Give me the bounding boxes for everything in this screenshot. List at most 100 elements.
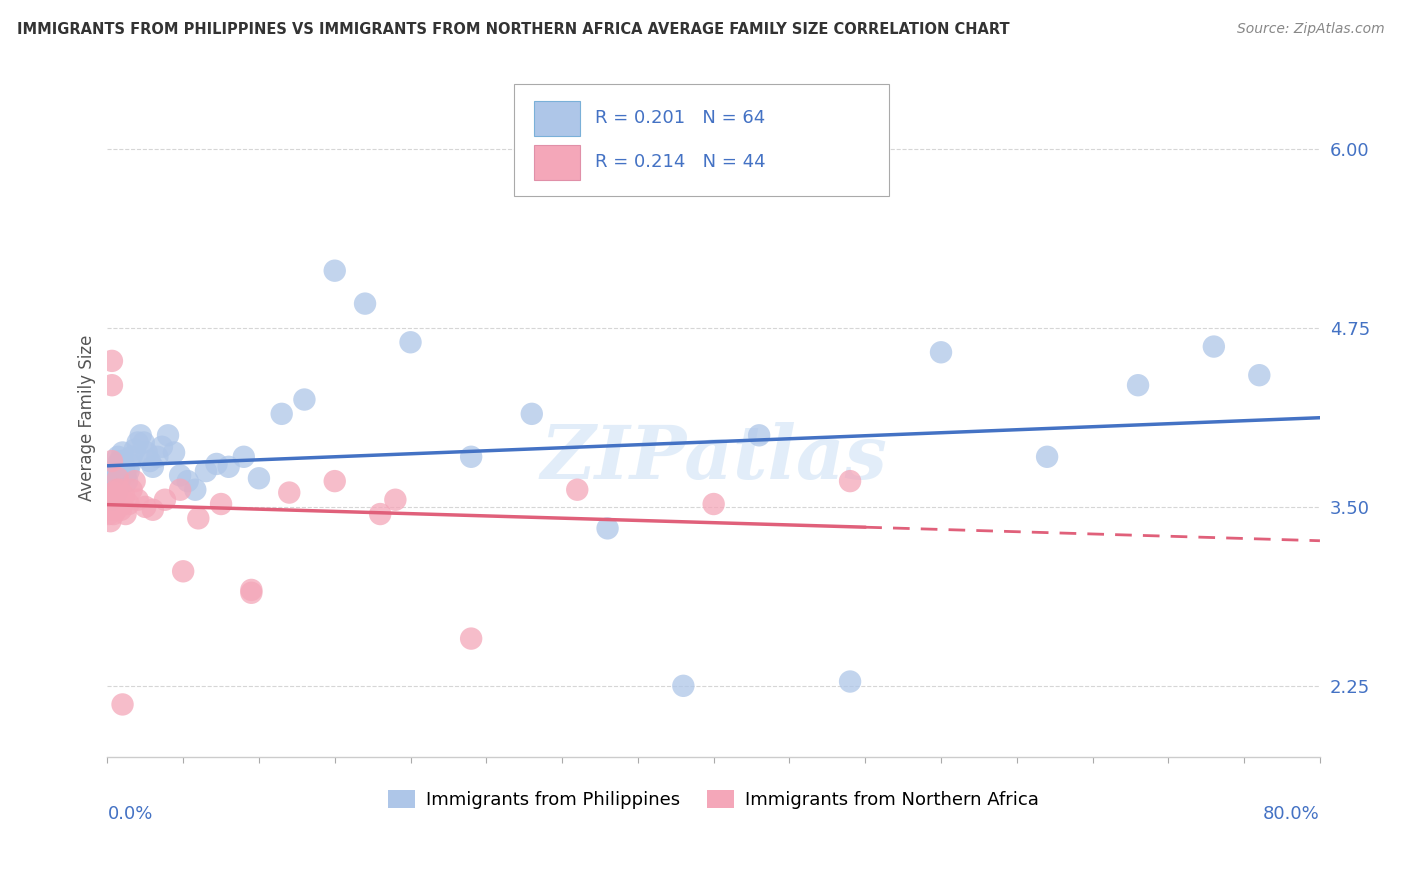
Point (135, 445, 157, 459)
Point (240, 586, 263, 600)
Point (114, 507, 136, 521)
Point (177, 474, 200, 488)
Point (107, 471, 129, 485)
Point (97, 497, 120, 511)
Point (232, 450, 254, 464)
Point (132, 435, 155, 450)
Point (163, 445, 186, 459)
Point (100, 492, 122, 507)
Point (139, 454, 162, 468)
Point (105, 478, 128, 492)
Point (110, 471, 132, 485)
Bar (534, 101, 581, 136)
Point (111, 445, 134, 459)
FancyBboxPatch shape (513, 84, 890, 196)
Point (703, 497, 725, 511)
Point (218, 459, 240, 474)
Point (839, 674, 862, 689)
Point (103, 507, 125, 521)
Point (111, 454, 134, 468)
Text: R = 0.201   N = 64: R = 0.201 N = 64 (595, 109, 765, 128)
Point (103, 468, 125, 483)
Point (110, 464, 132, 478)
Point (323, 263, 346, 277)
Point (1036, 450, 1059, 464)
Point (205, 457, 228, 471)
Point (105, 483, 128, 497)
Point (1202, 340, 1225, 354)
Point (323, 474, 346, 488)
Point (124, 442, 146, 457)
Point (108, 483, 131, 497)
Point (129, 428, 152, 442)
Point (100, 514, 122, 528)
Point (101, 354, 124, 368)
Point (104, 488, 127, 502)
Point (107, 457, 129, 471)
Point (107, 450, 129, 464)
Point (194, 464, 217, 478)
Point (105, 468, 128, 483)
Text: R = 0.214   N = 44: R = 0.214 N = 44 (595, 153, 765, 171)
Point (104, 500, 127, 514)
Point (103, 478, 125, 492)
Point (103, 485, 125, 500)
Point (278, 485, 301, 500)
Text: 0.0%: 0.0% (107, 805, 153, 823)
Point (105, 502, 128, 516)
Point (142, 459, 165, 474)
Point (114, 468, 136, 483)
Point (124, 474, 146, 488)
Point (384, 492, 406, 507)
Text: IMMIGRANTS FROM PHILIPPINES VS IMMIGRANTS FROM NORTHERN AFRICA AVERAGE FAMILY SI: IMMIGRANTS FROM PHILIPPINES VS IMMIGRANT… (17, 22, 1010, 37)
Point (354, 296, 377, 310)
Point (101, 492, 124, 507)
Point (104, 488, 127, 502)
Point (112, 488, 135, 502)
Point (270, 407, 292, 421)
Bar (534, 145, 581, 180)
Point (103, 485, 125, 500)
Point (100, 502, 122, 516)
Point (108, 459, 131, 474)
Point (101, 471, 124, 485)
Point (184, 483, 207, 497)
Point (110, 502, 132, 516)
Point (142, 502, 165, 516)
Point (146, 450, 169, 464)
Point (150, 440, 173, 454)
Point (169, 468, 191, 483)
Point (107, 492, 129, 507)
Point (153, 492, 176, 507)
Point (399, 335, 422, 350)
Point (121, 450, 143, 464)
Point (104, 502, 127, 516)
Point (117, 464, 139, 478)
Point (108, 497, 131, 511)
Point (748, 428, 770, 442)
Point (112, 459, 135, 474)
Point (108, 454, 131, 468)
Point (672, 679, 695, 693)
Point (100, 474, 122, 488)
Point (100, 488, 122, 502)
Point (104, 464, 127, 478)
Point (101, 502, 124, 516)
Point (120, 457, 142, 471)
Point (105, 485, 128, 500)
Point (460, 450, 482, 464)
Point (240, 582, 263, 597)
Point (97, 483, 120, 497)
Point (111, 698, 134, 712)
Point (111, 497, 134, 511)
Point (101, 454, 124, 468)
Point (567, 483, 589, 497)
Point (172, 564, 194, 578)
Point (103, 497, 125, 511)
Point (1126, 378, 1149, 392)
Point (460, 632, 482, 646)
Point (1249, 368, 1271, 383)
Point (294, 392, 316, 407)
Point (134, 500, 156, 514)
Point (368, 507, 391, 521)
